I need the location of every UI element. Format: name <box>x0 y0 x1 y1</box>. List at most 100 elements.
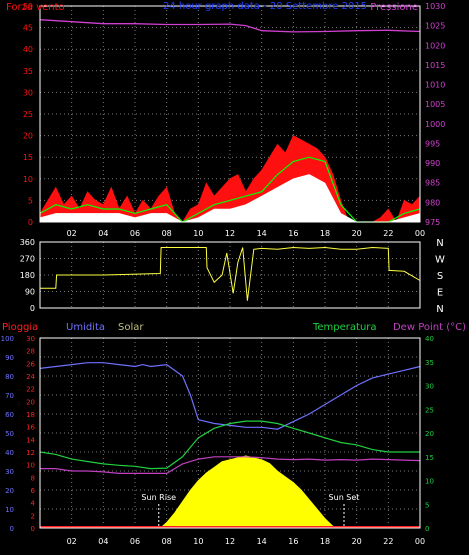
rain-tick-label: 26 <box>26 360 35 368</box>
rain-tick-label: 24 <box>26 373 35 381</box>
temperature-tick-label: 5 <box>425 501 429 509</box>
x-tick-label: 08 <box>162 537 172 546</box>
x-tick-label: 00 <box>415 229 425 238</box>
x-tick-label: 14 <box>257 537 267 546</box>
series-label: Solar <box>118 322 144 333</box>
wind-direction-series <box>40 246 421 301</box>
x-tick-label: 08 <box>162 229 172 238</box>
temperature-tick-label: 40 <box>425 335 434 343</box>
x-tick-label: 20 <box>352 537 362 546</box>
rain-tick-label: 12 <box>26 449 35 457</box>
wind-tick-label: 35 <box>23 67 33 76</box>
solar-area <box>40 455 420 529</box>
temperature-tick-label: 20 <box>425 430 434 438</box>
rain-tick-label: 0 <box>31 525 35 533</box>
wind-tick-label: 45 <box>23 24 33 33</box>
series-label: Dew Point (°C) <box>393 322 466 333</box>
direction-tick-label: 90 <box>25 288 35 297</box>
x-tick-label: 12 <box>225 229 235 238</box>
temperature-tick-label: 35 <box>425 359 434 367</box>
compass-label: W <box>435 255 445 266</box>
top-chart-frame <box>39 5 421 223</box>
pressure-tick-label: 980 <box>425 198 440 207</box>
rain-tick-label: 22 <box>26 386 35 394</box>
rain-tick-label: 4 <box>31 500 36 508</box>
pressure-tick-label: 1000 <box>425 120 445 129</box>
rain-tick-label: 14 <box>26 436 35 444</box>
wind-axis-label: Forza vento <box>6 2 65 13</box>
humidity-tick-label: 0 <box>10 525 14 533</box>
rain-tick-label: 30 <box>26 335 35 343</box>
chart-title: 24 hour graph data - 20 Settembre 2015 <box>163 1 367 12</box>
wind-tick-label: 15 <box>23 153 33 162</box>
pressure-tick-label: 995 <box>425 139 440 148</box>
pressure-tick-label: 975 <box>425 218 440 227</box>
sun-annotation: Sun Rise <box>141 493 176 502</box>
x-tick-label: 06 <box>130 229 140 238</box>
x-tick-label: 14 <box>257 229 267 238</box>
wind-direction-line <box>40 246 421 301</box>
rain-tick-label: 20 <box>26 398 35 406</box>
series-label: Umidita <box>66 322 105 333</box>
dew-point-line <box>40 456 421 474</box>
rain-tick-label: 16 <box>26 424 35 432</box>
temperature-tick-label: 25 <box>425 406 434 414</box>
rain-tick-label: 28 <box>26 348 35 356</box>
compass-label: E <box>437 288 443 299</box>
direction-tick-label: 360 <box>20 238 35 247</box>
direction-tick-label: 270 <box>20 255 35 264</box>
pressure-tick-label: 990 <box>425 159 440 168</box>
humidity-line <box>39 362 421 430</box>
x-tick-label: 02 <box>67 229 77 238</box>
x-tick-label: 18 <box>320 537 330 546</box>
temperature-tick-label: 10 <box>425 478 434 486</box>
rain-tick-label: 2 <box>31 512 35 520</box>
pressure-line <box>39 19 421 33</box>
humidity-tick-label: 40 <box>5 449 14 457</box>
humidity-tick-label: 100 <box>1 335 14 343</box>
humidity-tick-label: 70 <box>5 392 14 400</box>
humidity-tick-label: 30 <box>5 468 14 476</box>
x-tick-label: 04 <box>98 537 108 546</box>
compass-label: S <box>437 271 443 282</box>
sun-annotation: Sun Set <box>329 493 360 502</box>
series-label: Temperatura <box>312 322 377 333</box>
x-tick-label: 12 <box>225 537 235 546</box>
temperature-line <box>39 420 420 470</box>
wind-tick-label: 5 <box>28 196 33 205</box>
wind-tick-label: 10 <box>23 175 33 184</box>
rain-tick-label: 6 <box>31 487 36 495</box>
humidity-tick-label: 50 <box>5 430 14 438</box>
wind-tick-label: 20 <box>23 132 33 141</box>
wind-tick-label: 25 <box>23 110 33 119</box>
x-tick-label: 06 <box>130 537 140 546</box>
humidity-tick-label: 60 <box>5 411 14 419</box>
pressure-tick-label: 1020 <box>425 41 445 50</box>
direction-tick-label: 180 <box>20 271 35 280</box>
bottom-chart-frame <box>39 337 421 529</box>
wind-tick-label: 0 <box>28 218 33 227</box>
x-tick-label: 10 <box>193 537 203 546</box>
pressure-tick-label: 1015 <box>425 61 445 70</box>
wind-tick-label: 40 <box>23 45 33 54</box>
x-tick-label: 02 <box>67 537 77 546</box>
humidity-tick-label: 90 <box>5 354 14 362</box>
x-tick-label: 16 <box>288 229 298 238</box>
compass-label: N <box>436 304 443 315</box>
temperature-tick-label: 30 <box>425 383 434 391</box>
rain-tick-label: 8 <box>31 474 35 482</box>
pressure-series <box>39 19 421 33</box>
x-tick-label: 10 <box>193 229 203 238</box>
series-label: Pioggia <box>2 322 38 333</box>
x-tick-label: 00 <box>415 537 425 546</box>
humidity-tick-label: 80 <box>5 373 14 381</box>
wind-tick-label: 30 <box>23 88 33 97</box>
wind-tick-label: 50 <box>23 2 33 11</box>
pressure-tick-label: 985 <box>425 179 440 188</box>
temperature-tick-label: 0 <box>425 525 429 533</box>
x-tick-label: 22 <box>383 537 393 546</box>
solar-series <box>40 455 420 529</box>
